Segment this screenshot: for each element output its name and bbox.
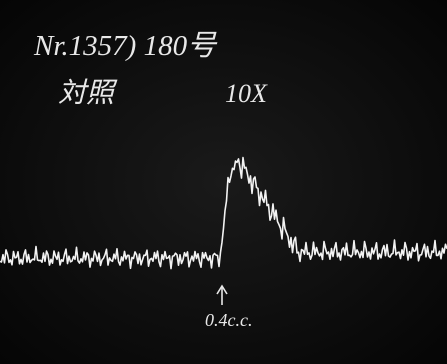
recording-photo: Nr.1357) 180号 対照 10X 0.4c.c. [0,0,447,364]
magnification-label: 10X [225,79,268,108]
dose-label: 0.4c.c. [205,310,252,330]
control-label: 対照 [58,78,118,109]
page: {"annotations": {"header": "Nr.1357) 180… [0,0,447,364]
header-note: Nr.1357) 180号 [33,30,218,62]
